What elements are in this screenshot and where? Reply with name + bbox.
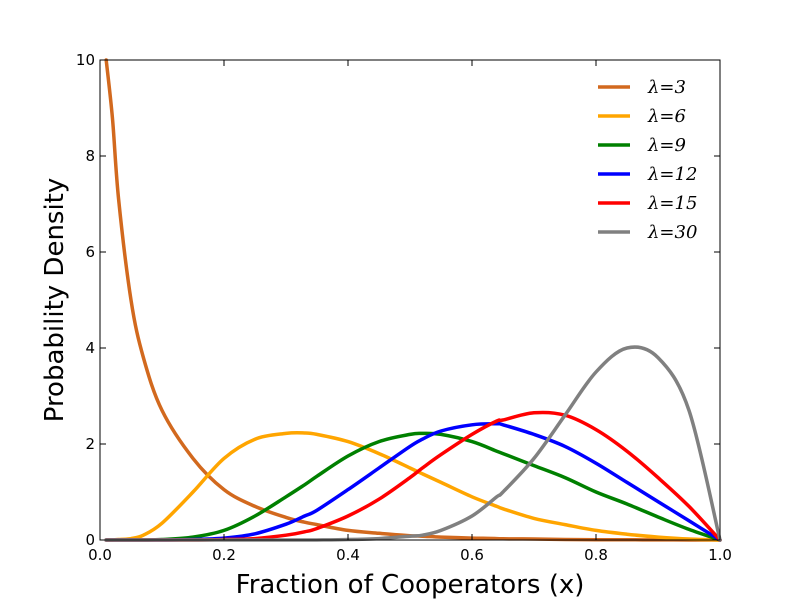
y-tick-label: 4 bbox=[85, 339, 95, 357]
legend-label: λ=12 bbox=[647, 164, 697, 185]
x-tick-label: 1.0 bbox=[708, 546, 732, 564]
legend-label: λ=30 bbox=[647, 222, 697, 243]
y-axis-label: Probability Density bbox=[40, 178, 70, 423]
x-tick-label: 0.8 bbox=[584, 546, 608, 564]
y-tick-label: 10 bbox=[76, 51, 95, 69]
series-line-1 bbox=[104, 431, 722, 542]
y-tick-label: 6 bbox=[85, 243, 95, 261]
x-tick-label: 0.0 bbox=[88, 546, 112, 564]
legend: λ=3 λ=6 λ=9 λ=12 λ=15 λ=30 bbox=[598, 77, 697, 243]
legend-label: λ=3 bbox=[647, 77, 686, 98]
plot-area bbox=[100, 60, 720, 540]
y-tick-label: 0 bbox=[85, 531, 95, 549]
legend-label: λ=15 bbox=[647, 193, 697, 214]
tick-layer: 0.0 0.2 0.4 0.6 0.8 1.0 0 2 4 6 8 10 bbox=[76, 51, 732, 564]
x-tick-label: 0.2 bbox=[212, 546, 236, 564]
legend-label: λ=6 bbox=[647, 106, 686, 127]
x-tick-label: 0.6 bbox=[460, 546, 484, 564]
legend-label: λ=9 bbox=[647, 135, 686, 156]
x-tick-label: 0.4 bbox=[336, 546, 360, 564]
y-tick-label: 8 bbox=[85, 147, 95, 165]
plot-frame bbox=[99, 59, 721, 541]
y-tick-label: 2 bbox=[85, 435, 95, 453]
x-axis-label: Fraction of Cooperators (x) bbox=[236, 570, 585, 600]
